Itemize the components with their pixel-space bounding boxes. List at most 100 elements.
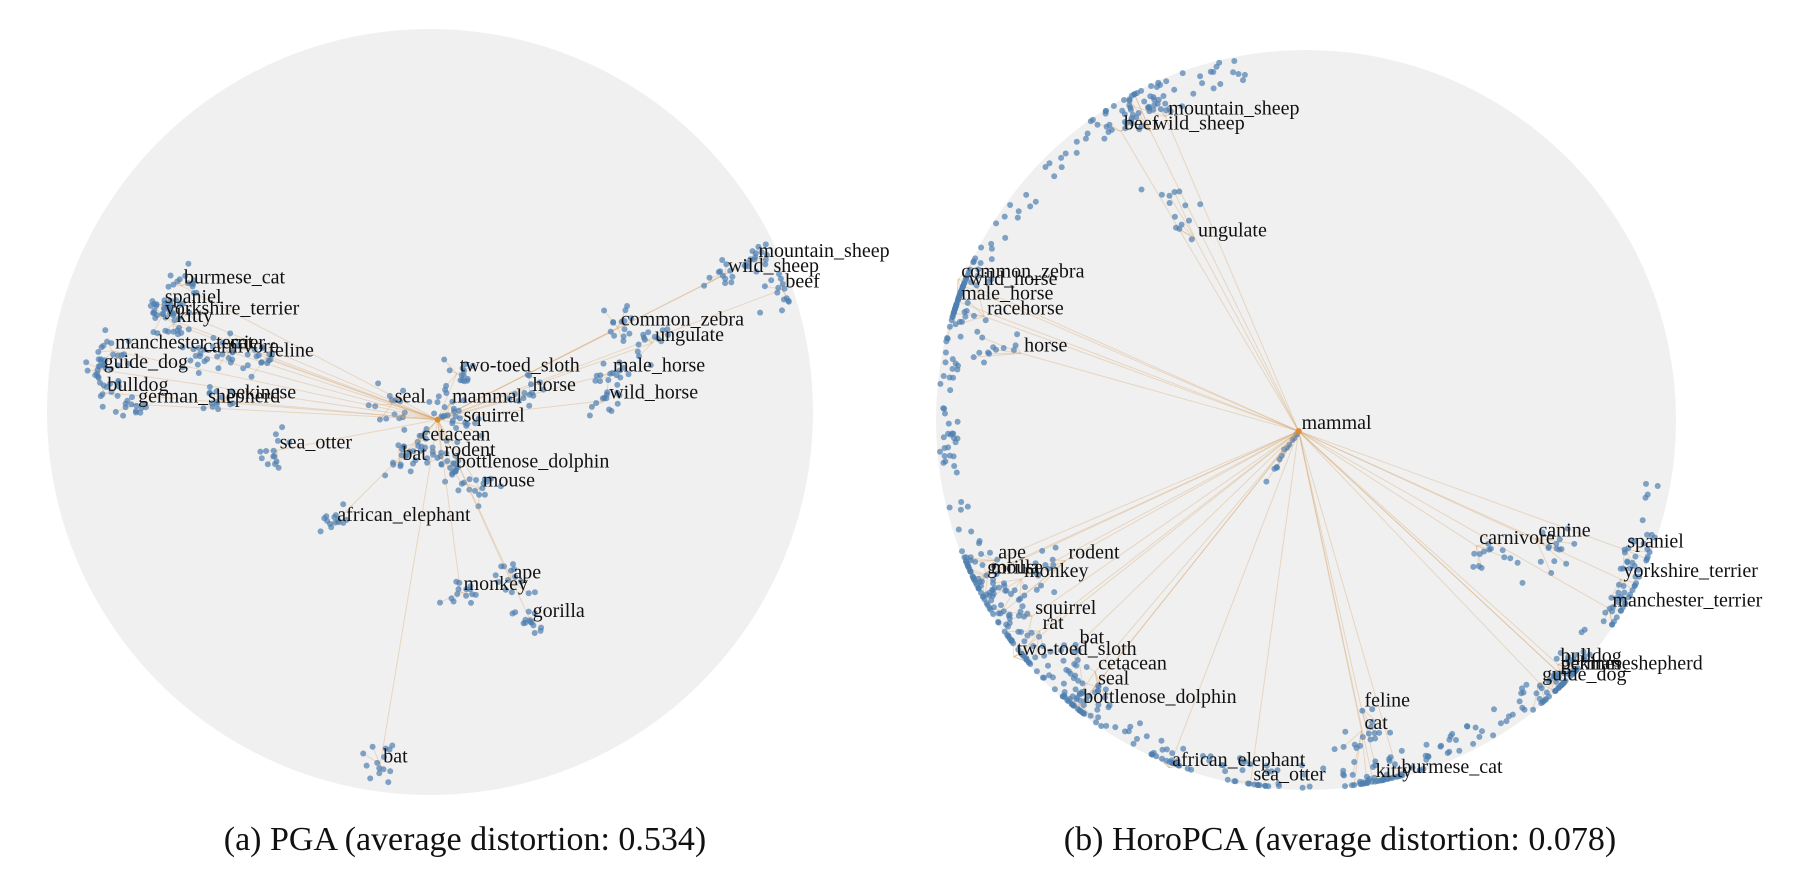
embedding-point	[1166, 192, 1173, 199]
edge	[1194, 238, 1300, 432]
hub-node	[434, 416, 441, 423]
edge	[1003, 560, 1066, 612]
embedding-point	[453, 425, 460, 431]
embedding-point	[374, 759, 381, 766]
embedding-point	[1523, 681, 1530, 688]
embedding-point	[1367, 736, 1374, 743]
embedding-point	[1602, 609, 1609, 616]
embedding-point	[1551, 558, 1558, 565]
embedding-point	[968, 279, 974, 285]
embedding-point	[1094, 121, 1101, 128]
embedding-point	[1632, 553, 1639, 560]
embedding-point	[620, 333, 627, 340]
embedding-point	[275, 464, 282, 471]
embedding-point	[951, 463, 958, 469]
edge	[1079, 430, 1299, 706]
embedding-point	[988, 276, 995, 283]
embedding-point	[492, 572, 499, 579]
embedding-point	[995, 610, 1002, 617]
embedding-point	[777, 275, 784, 282]
embedding-point	[1420, 765, 1427, 772]
embedding-point	[531, 630, 538, 636]
embedding-point	[497, 483, 504, 490]
embedding-point	[264, 461, 271, 468]
node-label: racehorse	[987, 297, 1064, 319]
embedding-point	[1060, 680, 1067, 687]
embedding-point	[628, 315, 635, 322]
edge	[173, 323, 438, 421]
embedding-point	[1079, 680, 1086, 687]
embedding-point	[1632, 573, 1639, 580]
embedding-point	[1019, 603, 1026, 610]
embedding-point	[376, 765, 383, 772]
node-label: squirrel	[464, 405, 526, 427]
embedding-point	[505, 577, 511, 583]
embedding-point	[1050, 562, 1057, 568]
edge	[161, 304, 438, 421]
embedding-point	[1010, 347, 1017, 353]
edge	[1076, 430, 1299, 647]
embedding-point	[132, 409, 139, 416]
node-label: rat	[1043, 612, 1065, 634]
embedding-point	[270, 447, 277, 454]
embedding-point	[120, 412, 127, 419]
embedding-point	[1049, 674, 1056, 681]
embedding-point	[988, 240, 995, 247]
embedding-point	[375, 380, 382, 387]
embedding-point	[383, 415, 390, 422]
embedding-point	[1230, 69, 1237, 76]
embedding-point	[1349, 771, 1356, 778]
edge	[1298, 430, 1625, 550]
embedding-point	[161, 297, 168, 304]
edge	[1557, 659, 1586, 673]
embedding-point	[728, 279, 735, 286]
embedding-point	[438, 461, 445, 467]
embedding-point	[258, 343, 265, 350]
edge	[200, 354, 438, 421]
embedding-point	[986, 605, 993, 611]
embedding-point	[1028, 629, 1035, 636]
embedding-point	[955, 526, 962, 533]
embedding-point	[1210, 69, 1217, 75]
embedding-point	[1635, 566, 1642, 573]
node-label: ungulate	[1198, 220, 1267, 242]
embedding-point	[446, 367, 453, 374]
node-label: mouse	[991, 556, 1043, 578]
embedding-point	[176, 276, 183, 283]
embedding-point	[949, 356, 956, 363]
embedding-point	[1565, 653, 1572, 660]
embedding-point	[1220, 762, 1227, 769]
embedding-point	[488, 475, 494, 482]
embedding-point	[459, 365, 466, 372]
embedding-point	[937, 380, 944, 387]
node-label: male_horse	[613, 355, 705, 377]
embedding-point	[372, 403, 379, 410]
embedding-point	[464, 377, 471, 384]
node-label: wild_sheep	[728, 255, 819, 277]
embedding-point	[976, 349, 983, 356]
embedding-point	[722, 280, 729, 287]
embedding-point	[1365, 730, 1372, 737]
embedding-point	[1128, 92, 1135, 99]
embedding-point	[1438, 742, 1445, 749]
embedding-point	[1046, 160, 1053, 167]
embedding-point	[945, 420, 952, 427]
embedding-point	[1182, 202, 1189, 209]
embedding-point	[614, 389, 621, 396]
embedding-point	[472, 487, 478, 494]
embedding-point	[1024, 610, 1031, 617]
embedding-point	[964, 503, 971, 510]
embedding-point	[1072, 686, 1079, 693]
embedding-point	[942, 359, 949, 366]
embedding-point	[1240, 77, 1246, 84]
embedding-point	[257, 448, 264, 455]
embedding-point	[165, 283, 172, 290]
embedding-point	[1199, 80, 1206, 87]
embedding-point	[437, 599, 443, 606]
embedding-point	[441, 404, 448, 411]
embedding-point	[988, 245, 995, 252]
embedding-point	[208, 400, 215, 407]
embedding-point	[618, 318, 625, 325]
embedding-point	[1073, 696, 1080, 703]
